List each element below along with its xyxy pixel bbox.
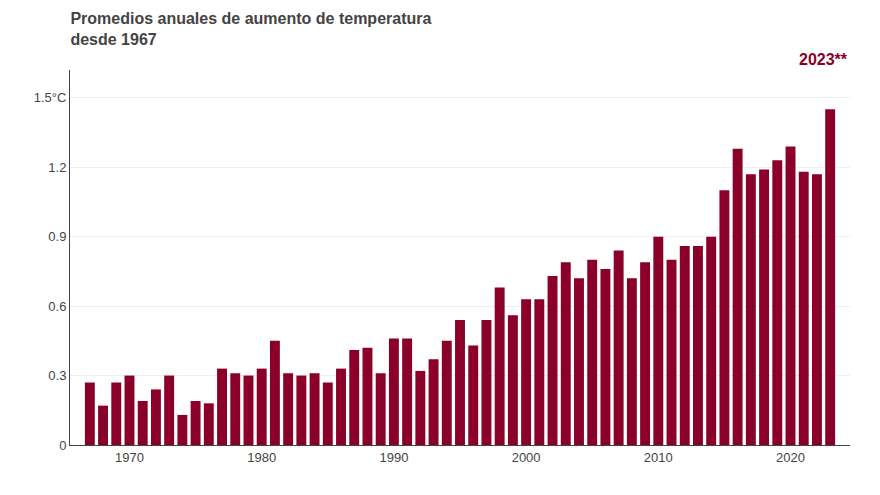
svg-text:0: 0 [59, 438, 66, 453]
svg-text:2020: 2020 [776, 450, 805, 465]
svg-text:1.2: 1.2 [48, 160, 66, 175]
svg-text:2000: 2000 [512, 450, 541, 465]
svg-text:1980: 1980 [247, 450, 276, 465]
svg-text:1990: 1990 [379, 450, 408, 465]
svg-text:1.5°C: 1.5°C [34, 90, 67, 105]
svg-text:Promedios anuales de aumento d: Promedios anuales de aumento de temperat… [70, 10, 431, 48]
svg-text:2010: 2010 [644, 450, 673, 465]
svg-text:0.9: 0.9 [48, 229, 66, 244]
svg-text:1970: 1970 [115, 450, 144, 465]
svg-text:2023**: 2023** [799, 51, 848, 68]
svg-text:0.6: 0.6 [48, 299, 66, 314]
svg-text:0.3: 0.3 [48, 368, 66, 383]
